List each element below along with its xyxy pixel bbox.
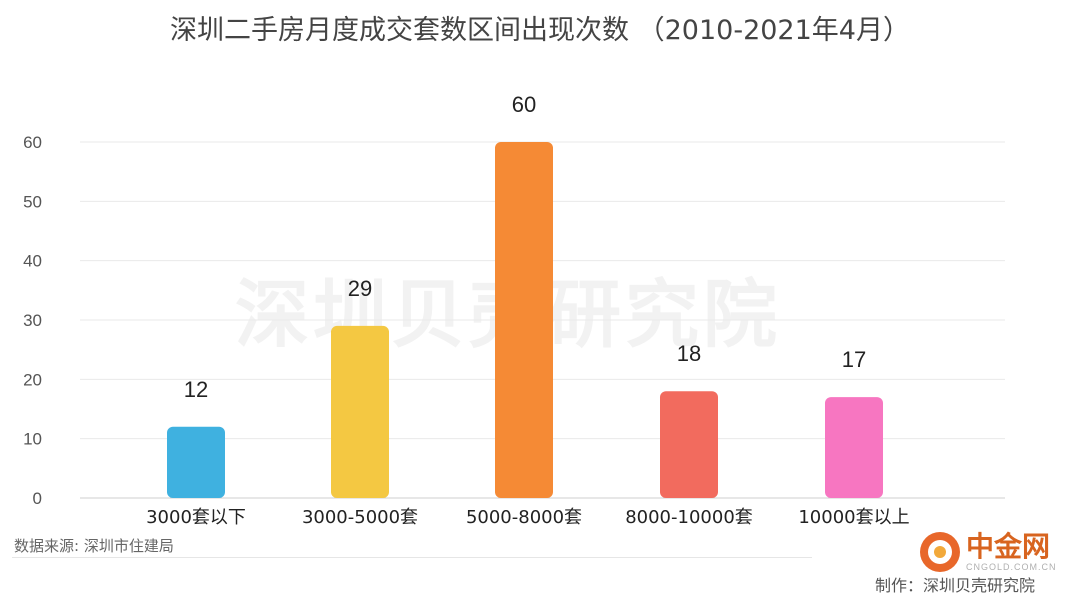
- data-label: 60: [512, 92, 536, 117]
- chart-title: 深圳二手房月度成交套数区间出现次数 （2010-2021年4月）: [170, 15, 910, 46]
- x-tick-label: 10000套以上: [798, 507, 909, 528]
- footer-divider: [12, 557, 812, 558]
- logo-icon: [920, 532, 960, 572]
- data-label: 12: [184, 377, 208, 402]
- x-tick-label: 8000-10000套: [625, 507, 753, 528]
- bar: [331, 325, 389, 498]
- bar: [495, 142, 553, 498]
- bar: [167, 426, 225, 498]
- x-tick-label: 3000套以下: [146, 507, 246, 528]
- y-tick-label: 10: [23, 430, 42, 449]
- y-tick-label: 60: [23, 133, 42, 152]
- y-tick-label: 0: [33, 489, 42, 508]
- data-label: 29: [348, 276, 372, 301]
- x-tick-label: 5000-8000套: [466, 507, 582, 528]
- chart-credit: 制作：深圳贝壳研究院: [875, 576, 1036, 595]
- data-label: 18: [677, 341, 701, 366]
- site-logo: 中金网 CNGOLD.COM.CN: [920, 530, 1057, 574]
- y-tick-label: 30: [23, 311, 42, 330]
- x-tick-label: 3000-5000套: [302, 507, 418, 528]
- logo-text: 中金网: [966, 530, 1051, 563]
- bar: [825, 397, 883, 498]
- y-tick-label: 20: [23, 370, 42, 389]
- y-tick-label: 40: [23, 252, 42, 271]
- bar: [660, 391, 718, 498]
- data-label: 17: [842, 347, 866, 372]
- data-source: 数据来源: 深圳市住建局: [14, 537, 174, 555]
- y-tick-label: 50: [23, 192, 42, 211]
- logo-domain: CNGOLD.COM.CN: [966, 562, 1057, 572]
